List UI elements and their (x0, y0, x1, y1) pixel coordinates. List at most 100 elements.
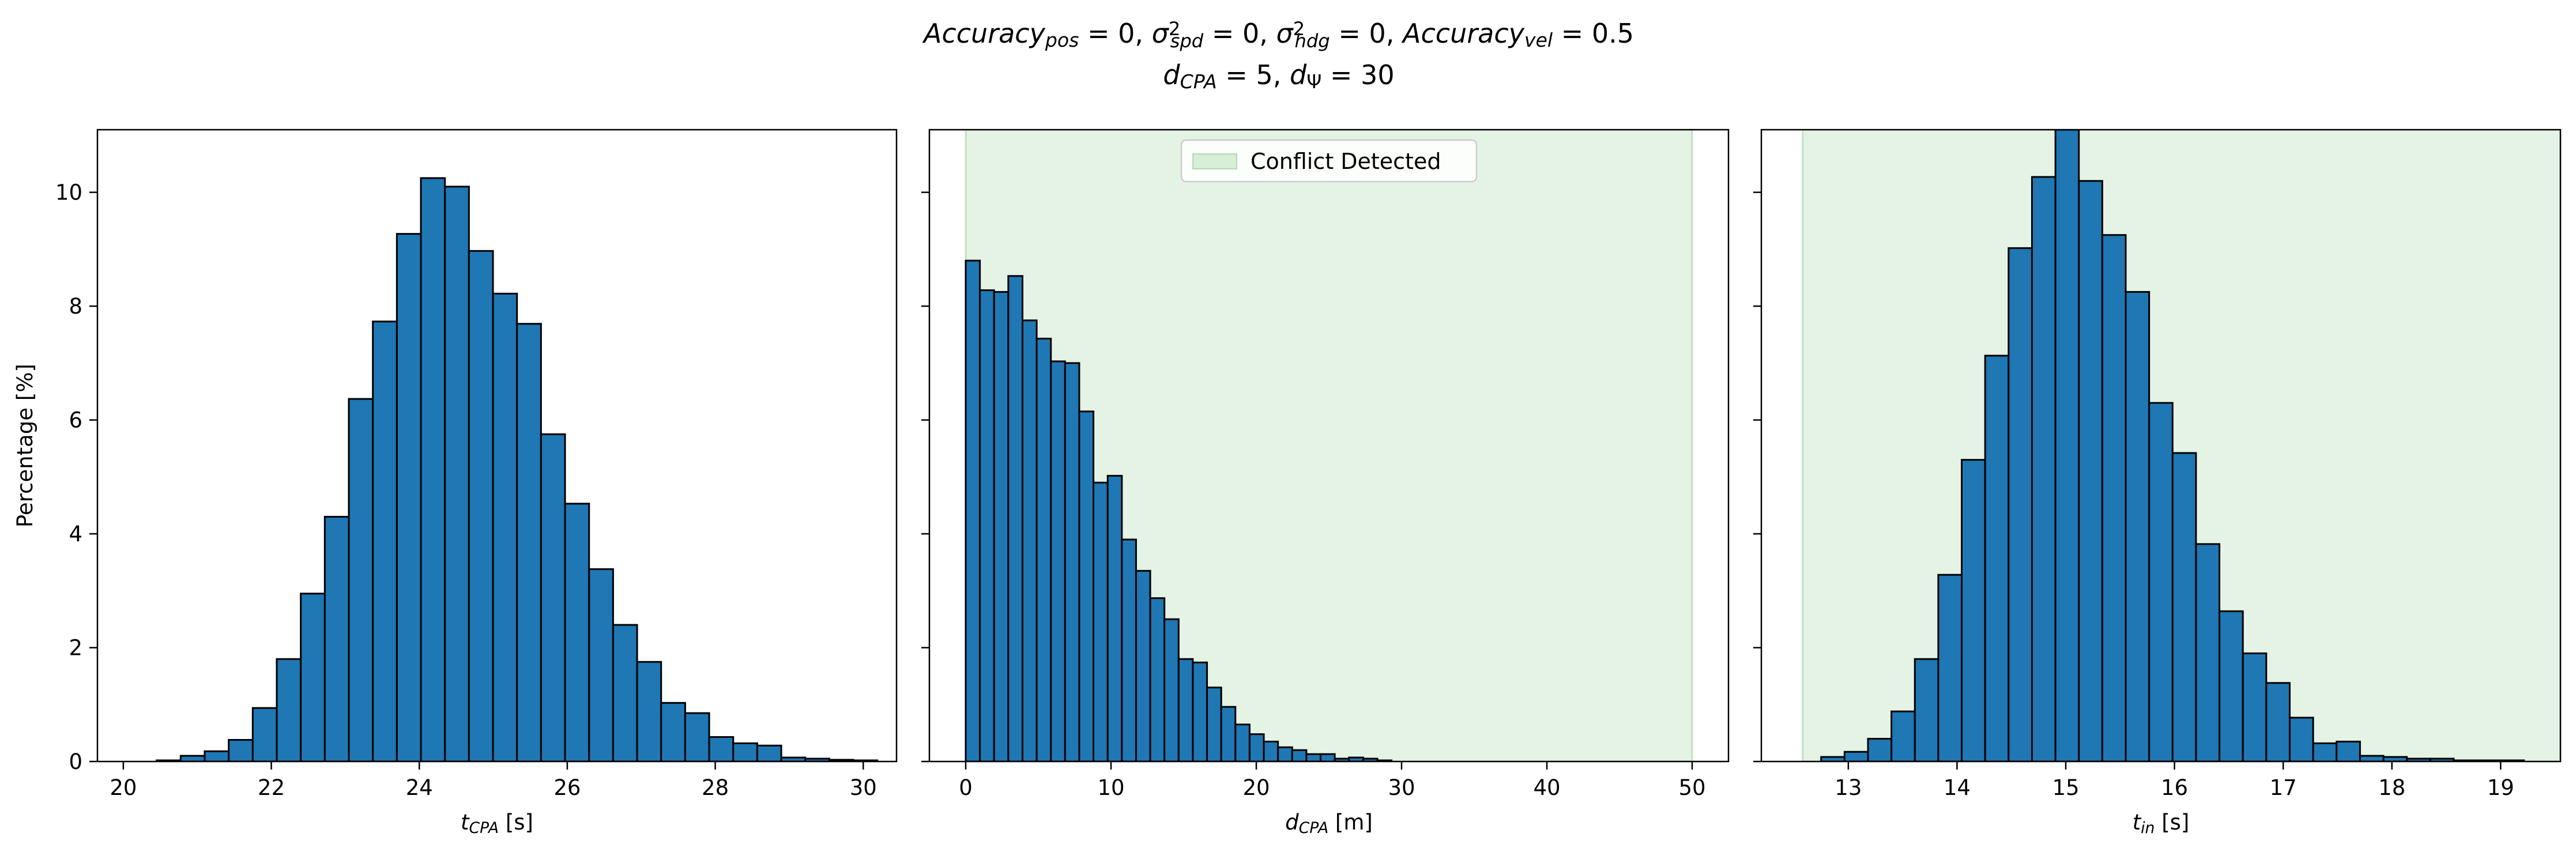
histogram-bar (1135, 570, 1151, 761)
histogram-bar (564, 503, 590, 761)
figure-subtitle: dCPA = 5, dΨ = 30 (1163, 59, 1394, 93)
x-tick-label: 30 (1388, 775, 1415, 800)
histogram-bar (2125, 291, 2151, 761)
x-tick-label: 0 (959, 775, 973, 800)
panel-tin: 13 14 15 16 17 18 19 tin [s] (1753, 129, 2562, 837)
plot-area (1802, 130, 2560, 761)
histogram-bar (396, 233, 422, 761)
histogram-bar (1149, 597, 1166, 761)
histogram-bar (348, 398, 374, 761)
histogram-bar (516, 323, 542, 761)
histogram-bar (684, 712, 710, 761)
histogram-bar (2195, 543, 2221, 761)
histogram-bar (732, 742, 758, 761)
legend: Conflict Detected (1180, 139, 1478, 183)
histogram-bar (1277, 746, 1293, 761)
x-tick-label: 17 (2270, 775, 2297, 800)
histogram-bar (1234, 723, 1251, 761)
histogram-bar (1263, 740, 1279, 761)
x-tick-label: 16 (2161, 775, 2188, 800)
legend-box (1180, 139, 1478, 183)
histogram-bar (2031, 176, 2057, 761)
histogram-bar (1050, 360, 1066, 761)
histogram-bar (2242, 652, 2268, 761)
x-tick-label: 24 (406, 775, 433, 800)
x-tick-label: 15 (2052, 775, 2079, 800)
histogram-bar (1937, 574, 1963, 761)
plot-area (156, 177, 879, 761)
x-tick-label: 18 (2378, 775, 2405, 800)
histogram-bar (1106, 474, 1123, 761)
x-tick-label: 30 (850, 775, 877, 800)
histogram-bar (1248, 733, 1265, 761)
x-tick-label: 10 (1097, 775, 1124, 800)
histogram-bar (612, 624, 638, 761)
histogram-bar (204, 750, 230, 761)
x-tick-label: 13 (1835, 775, 1862, 800)
histogram-bar (540, 433, 566, 761)
histogram-bar (993, 291, 1010, 761)
x-tick-label: 20 (110, 775, 137, 800)
histogram-bar (2171, 452, 2197, 761)
histogram-bar (1163, 618, 1180, 761)
histogram-bar (1021, 319, 1038, 761)
histogram-bar (1320, 753, 1336, 761)
histogram-bar (1093, 481, 1109, 761)
histogram-bar (2336, 740, 2361, 761)
histogram-bar (2148, 402, 2174, 761)
y-axis-label: Percentage [%] (13, 364, 37, 527)
histogram-bar (965, 259, 981, 761)
x-tick-label: 14 (1944, 775, 1971, 800)
histogram-bar (1078, 410, 1095, 761)
axes-frame (928, 129, 1730, 763)
histogram-bar (1206, 687, 1222, 761)
histogram-bar (492, 292, 518, 761)
histogram-bar (2054, 130, 2080, 761)
histogram-bar (1843, 751, 1869, 761)
y-tick-label: 6 (69, 408, 82, 433)
histogram-bar (1291, 749, 1308, 761)
histogram-bar (2078, 180, 2103, 761)
legend-label: Conflict Detected (1251, 149, 1441, 174)
histogram-bar (300, 593, 326, 761)
x-tick-label: 19 (2487, 775, 2514, 800)
histogram-bar (660, 702, 686, 761)
histogram-bar (251, 707, 278, 761)
histogram-bar (2288, 717, 2314, 761)
histogram-bar (276, 658, 302, 761)
legend-swatch (1192, 153, 1237, 169)
histogram-bar (2359, 755, 2385, 761)
axes-frame (1760, 129, 2562, 763)
histogram-bar (1961, 459, 1986, 761)
histogram-bar (979, 289, 995, 761)
panel-dcpa: 0 10 20 30 40 50 dCPA [m] Conflict Detected (921, 129, 1730, 837)
y-tick-label: 0 (69, 749, 82, 774)
histogram-bar (708, 736, 735, 761)
histogram-bar (1007, 275, 1023, 761)
histogram-bar (2219, 610, 2244, 761)
histogram-bar (468, 250, 494, 761)
histogram-bar (1035, 337, 1052, 761)
x-axis-label: tCPA [s] (461, 810, 533, 837)
histogram-bar (1064, 362, 1080, 761)
histogram-bar (2008, 247, 2033, 761)
y-tick-label: 4 (69, 522, 82, 546)
axes-frame (96, 129, 898, 763)
x-tick-label: 20 (1242, 775, 1270, 800)
histogram-bar (1984, 355, 2010, 761)
histogram-bar (2265, 682, 2291, 761)
histogram-bar (1305, 753, 1322, 761)
histogram-bar (372, 321, 398, 761)
histogram-bar (2312, 742, 2338, 761)
y-tick-label: 2 (69, 636, 82, 661)
histogram-bar (756, 744, 782, 761)
x-tick-label: 50 (1678, 775, 1705, 800)
histogram-bar (323, 515, 350, 761)
histogram-bar (2101, 234, 2127, 761)
plot-area (965, 130, 1693, 761)
histogram-bar (228, 738, 254, 761)
histogram-bar (636, 661, 662, 761)
histogram-bar (1192, 661, 1208, 761)
